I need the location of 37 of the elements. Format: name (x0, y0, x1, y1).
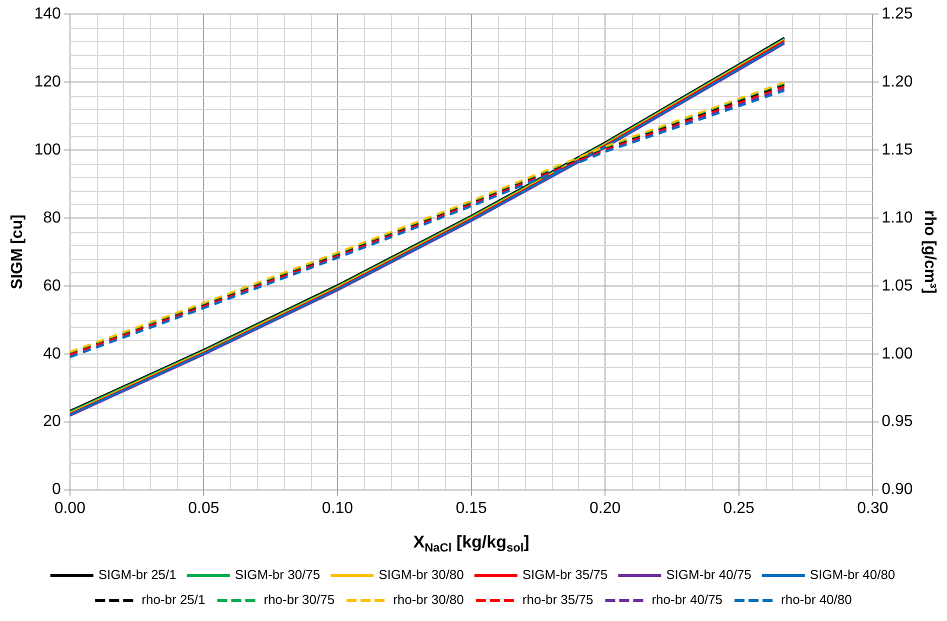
legend-label: SIGM-br 25/1 (98, 567, 176, 582)
y2-tick-label: 0.95 (882, 413, 913, 430)
legend-label: rho-br 35/75 (522, 592, 594, 608)
y-tick-label: 100 (34, 141, 61, 158)
y-tick-label: 40 (43, 345, 61, 362)
y-tick-label: 0 (52, 481, 61, 498)
legend-label: SIGM-br 35/75 (522, 567, 608, 582)
x-tick-label: 0.05 (188, 500, 220, 517)
y2-tick-label: 1.10 (882, 209, 913, 226)
y2-axis-title: rho [g/cm³] (920, 210, 938, 294)
y2-tick-label: 1.00 (882, 345, 913, 362)
legend-label: rho-br 40/80 (781, 592, 852, 608)
y-tick-label: 120 (34, 73, 61, 90)
y-axis-title: SIGM [cu] (9, 214, 26, 290)
legend-label: rho-br 25/1 (142, 592, 206, 608)
y2-tick-label: 1.05 (882, 277, 913, 294)
x-tick-label: 0.00 (54, 500, 86, 517)
legend-label: rho-br 40/75 (652, 592, 723, 608)
legend-label: SIGM-br 30/75 (234, 567, 320, 582)
y-tick-label: 80 (43, 209, 61, 226)
legend-label: rho-br 30/80 (393, 592, 464, 608)
y2-tick-label: 1.15 (882, 141, 913, 158)
x-tick-label: 0.20 (590, 500, 621, 517)
x-tick-label: 0.10 (322, 500, 354, 517)
legend-label: rho-br 30/75 (264, 592, 335, 608)
x-tick-label: 0.15 (456, 500, 487, 517)
legend-label: SIGM-br 30/80 (378, 567, 464, 582)
y-tick-label: 60 (43, 277, 61, 294)
y-tick-label: 20 (43, 413, 61, 430)
x-tick-label: 0.25 (723, 500, 755, 517)
x-tick-label: 0.30 (857, 500, 888, 517)
y2-tick-label: 1.25 (882, 5, 913, 22)
y-tick-label: 140 (34, 5, 61, 22)
legend-label: SIGM-br 40/75 (666, 567, 752, 582)
y2-tick-label: 1.20 (882, 73, 913, 90)
y2-tick-label: 0.90 (882, 481, 913, 498)
legend-label: SIGM-br 40/80 (810, 567, 896, 582)
